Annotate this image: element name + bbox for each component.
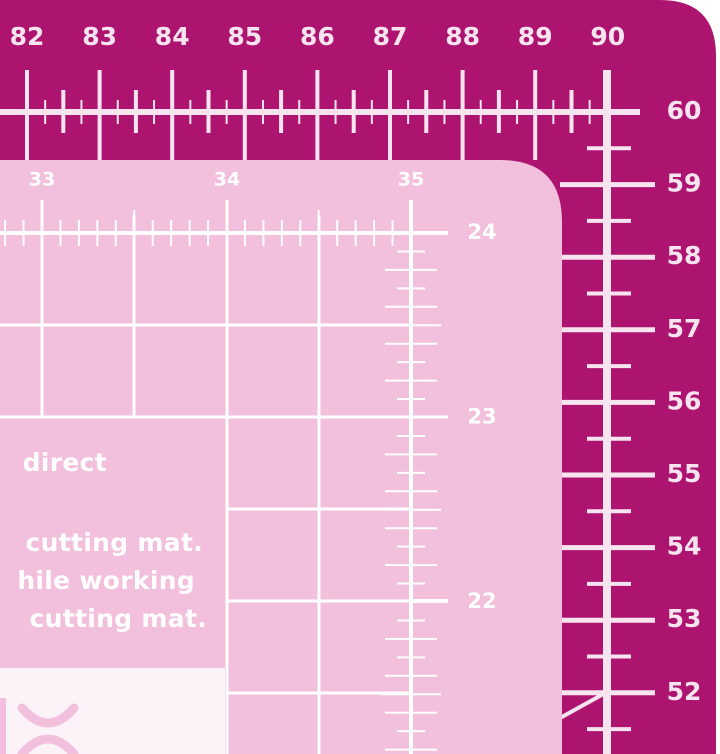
ruler-label: 24 [467,220,496,244]
diagonal-line [559,690,608,720]
outer-grid-lines [0,70,655,754]
ruler-label: 82 [10,22,45,51]
ruler-label: 35 [398,169,424,191]
ruler-label: 57 [667,314,702,343]
ruler-label: 22 [467,589,496,613]
ruler-label: 59 [667,169,702,198]
ruler-label: 56 [667,386,702,415]
ruler-label: 83 [82,22,117,51]
ruler-label: 52 [667,677,702,706]
ruler-label: 86 [300,22,335,51]
ruler-label: 87 [373,22,408,51]
ruler-label: 55 [667,459,702,488]
inner-grid-lines [0,200,448,754]
ruler-label: 90 [590,22,625,51]
ruler-label: 53 [667,604,702,633]
x-mark-icon [0,698,79,754]
ruler-label: 89 [518,22,553,51]
info-line: direct [22,448,107,477]
inner-ruler-labels: 33 34 35 24 23 22 [29,169,497,614]
info-line: cutting mat. [29,604,207,633]
ruler-label: 23 [467,405,496,429]
info-text-box: direct cutting mat. hile working cutting… [0,420,225,668]
outer-ruler-labels: 82 83 84 85 86 87 88 89 90 60 59 58 57 56 55 54 53 52 [10,22,702,706]
ruler-label: 85 [227,22,262,51]
ruler-label: 60 [667,96,702,125]
info-line: hile working [17,566,195,595]
white-label-box [0,668,225,754]
ruler-label: 84 [155,22,190,51]
ruler-label: 34 [214,169,240,191]
ruler-label: 54 [667,532,702,561]
ruler-label: 58 [667,241,702,270]
ruler-label: 33 [29,169,55,191]
info-line: cutting mat. [25,528,203,557]
ruler-label: 88 [445,22,480,51]
